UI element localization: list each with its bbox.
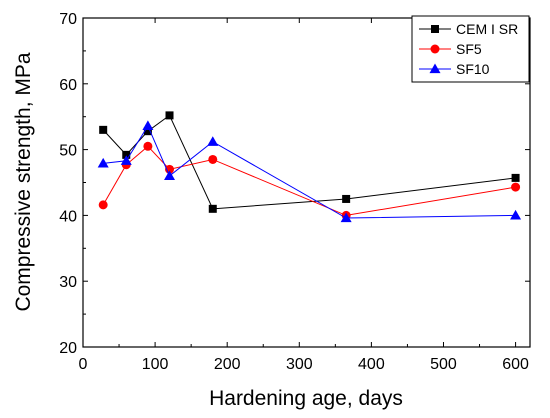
series: [97, 120, 522, 223]
y-axis-title: Compressive strength, MPa: [12, 52, 35, 311]
series: [98, 141, 521, 220]
x-tick-label: 600: [502, 356, 529, 373]
x-tick-label: 300: [286, 356, 313, 373]
x-axis-title: Hardening age, days: [209, 387, 403, 410]
data-point: [98, 200, 108, 210]
legend-item: SF10: [419, 61, 490, 77]
series-layer: [97, 111, 522, 223]
x-tick-label: 0: [79, 356, 88, 373]
data-point: [97, 157, 109, 168]
data-point: [143, 127, 152, 136]
data-point: [208, 204, 217, 213]
y-tick-label: 20: [59, 340, 77, 357]
x-tick-label: 200: [214, 356, 241, 373]
data-point: [143, 141, 153, 151]
series-line: [102, 145, 516, 216]
data-point: [342, 194, 351, 203]
data-point: [120, 155, 132, 165]
data-point: [511, 173, 520, 182]
x-tick-label: 400: [358, 356, 385, 373]
data-point: [99, 125, 108, 134]
data-point: [208, 154, 218, 164]
y-tick-label: 60: [59, 77, 77, 94]
data-point: [430, 44, 440, 54]
data-point: [122, 150, 131, 159]
y-tick-label: 40: [59, 208, 77, 225]
series-line: [102, 114, 516, 210]
data-point: [340, 212, 352, 223]
legend-label: SF5: [456, 41, 482, 57]
x-tick-label: 100: [142, 356, 169, 373]
legend-label: CEM I SR: [456, 21, 518, 37]
legend-item: CEM I SR: [419, 21, 518, 37]
series: [99, 111, 520, 213]
data-point: [511, 182, 521, 192]
axis-ticks: 0 100 200 300 400 500 600 20 30 40 50 60 70: [59, 11, 530, 373]
legend: CEM I SR SF5 SF10: [411, 15, 530, 83]
y-tick-label: 30: [59, 274, 77, 291]
legend-item: SF5: [419, 41, 482, 57]
data-point: [431, 25, 439, 33]
data-point: [142, 120, 154, 131]
data-point: [165, 111, 174, 120]
y-tick-label: 70: [59, 11, 77, 28]
x-tick-label: 500: [430, 356, 457, 373]
data-point: [429, 63, 441, 74]
series-line: [103, 124, 516, 219]
data-point: [207, 136, 219, 146]
legend-label: SF10: [456, 61, 490, 77]
data-point: [510, 209, 522, 220]
y-tick-label: 50: [59, 143, 77, 160]
data-point: [164, 170, 176, 181]
